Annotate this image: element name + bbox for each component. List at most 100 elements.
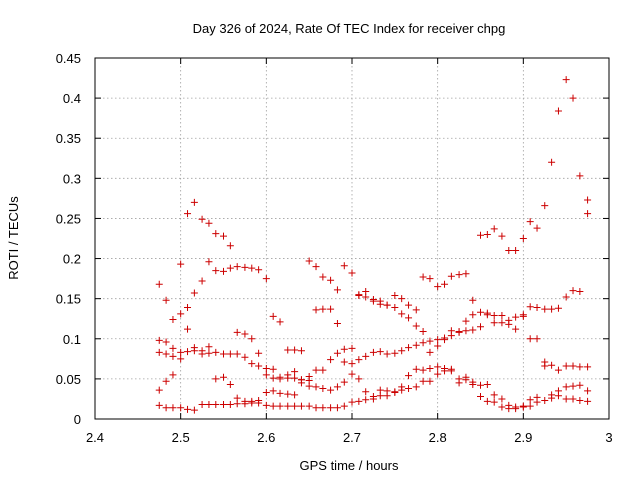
- data-point: [519, 402, 527, 410]
- data-point: [584, 363, 592, 371]
- data-point: [205, 258, 213, 266]
- data-point: [312, 306, 320, 314]
- data-point: [155, 280, 163, 288]
- data-point: [226, 242, 234, 250]
- data-point: [169, 344, 177, 352]
- data-point: [155, 336, 163, 344]
- data-point: [276, 402, 284, 410]
- data-point: [569, 362, 577, 370]
- data-point: [462, 327, 470, 335]
- data-point: [490, 312, 498, 320]
- data-point: [205, 401, 213, 409]
- data-point: [177, 348, 185, 356]
- data-point: [340, 345, 348, 353]
- data-point: [426, 337, 434, 345]
- data-points: [155, 76, 592, 414]
- data-point: [340, 262, 348, 270]
- data-point: [169, 316, 177, 324]
- data-point: [169, 404, 177, 412]
- data-point: [212, 401, 220, 409]
- data-point: [162, 338, 170, 346]
- data-point: [312, 263, 320, 271]
- data-point: [297, 347, 305, 355]
- data-point: [441, 364, 449, 372]
- data-point: [512, 247, 520, 255]
- data-point: [255, 362, 263, 370]
- data-point: [212, 230, 220, 238]
- data-point: [198, 277, 206, 285]
- x-tick-label: 3: [605, 430, 612, 445]
- data-point: [269, 402, 277, 410]
- data-point: [412, 383, 420, 391]
- data-point: [548, 394, 556, 402]
- data-point: [348, 344, 356, 352]
- data-point: [241, 400, 249, 408]
- data-point: [533, 398, 541, 406]
- data-point: [469, 326, 477, 334]
- data-point: [155, 401, 163, 409]
- data-point: [426, 348, 434, 356]
- data-point: [562, 362, 570, 370]
- data-point: [319, 273, 327, 281]
- data-point: [291, 374, 299, 382]
- data-point: [455, 375, 463, 383]
- data-point: [526, 402, 534, 410]
- data-point: [469, 381, 477, 389]
- data-point: [426, 377, 434, 385]
- data-point: [212, 348, 220, 356]
- data-point: [220, 373, 227, 381]
- data-point: [584, 196, 592, 204]
- data-point: [405, 385, 413, 393]
- data-point: [269, 387, 277, 395]
- data-point: [490, 319, 498, 327]
- data-point: [490, 391, 498, 399]
- data-point: [477, 231, 484, 239]
- data-point: [412, 306, 420, 314]
- data-point: [412, 322, 420, 330]
- data-point: [319, 366, 327, 374]
- data-point: [262, 389, 270, 397]
- data-point: [391, 388, 399, 396]
- data-point: [262, 364, 270, 372]
- y-tick-label: 0.15: [56, 292, 81, 307]
- data-point: [348, 370, 356, 378]
- data-point: [391, 303, 399, 311]
- data-point: [434, 283, 442, 291]
- data-point: [319, 404, 327, 412]
- data-point: [262, 275, 270, 283]
- data-point: [548, 361, 556, 369]
- data-point: [526, 396, 534, 404]
- data-point: [348, 360, 356, 368]
- data-point: [405, 314, 413, 322]
- data-point: [541, 305, 549, 313]
- data-point: [333, 383, 341, 391]
- data-point: [184, 303, 192, 311]
- data-point: [255, 349, 263, 357]
- data-point: [419, 339, 427, 347]
- data-point: [284, 390, 292, 398]
- data-point: [569, 287, 577, 295]
- data-point: [512, 325, 520, 333]
- data-point: [333, 286, 341, 294]
- data-point: [554, 107, 562, 115]
- data-point: [569, 94, 577, 102]
- data-point: [391, 349, 399, 357]
- data-point: [519, 235, 527, 242]
- data-point: [562, 395, 570, 403]
- data-point: [362, 287, 370, 295]
- data-point: [477, 323, 484, 331]
- data-point: [226, 401, 234, 409]
- data-point: [212, 375, 220, 383]
- data-point: [198, 215, 206, 223]
- y-tick-label: 0.3: [63, 171, 81, 186]
- data-point: [576, 363, 584, 371]
- data-point: [441, 336, 449, 344]
- data-point: [569, 395, 577, 403]
- x-tick-label: 2.4: [86, 430, 104, 445]
- data-point: [576, 287, 584, 295]
- data-point: [369, 395, 377, 403]
- data-point: [198, 401, 206, 409]
- y-tick-label: 0.45: [56, 51, 81, 66]
- y-tick-label: 0.05: [56, 372, 81, 387]
- data-point: [305, 257, 313, 265]
